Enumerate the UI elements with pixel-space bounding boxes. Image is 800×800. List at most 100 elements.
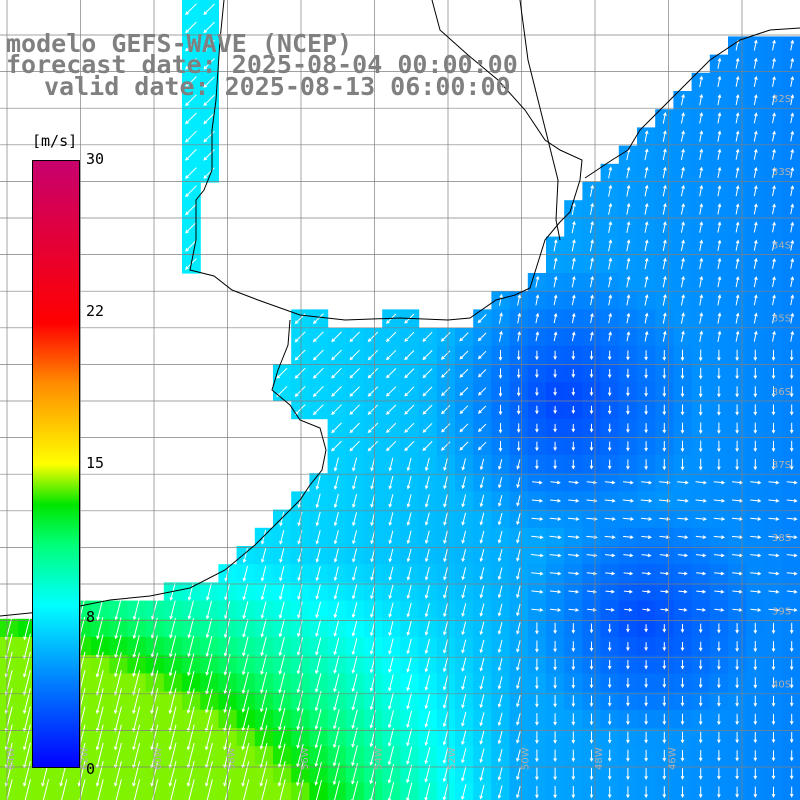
wind-arrow (333, 655, 340, 674)
wind-arrow (516, 368, 521, 379)
wind-arrow (772, 39, 776, 51)
wind-arrow (735, 330, 740, 342)
wind-arrow (698, 750, 703, 762)
wind-arrow (297, 601, 303, 619)
wind-arrow (735, 695, 739, 707)
wind-arrow (204, 761, 213, 787)
wind-arrow (242, 601, 249, 620)
wind-arrow (441, 405, 451, 415)
wind-arrow (351, 691, 358, 711)
wind-arrow (294, 404, 306, 416)
wind-arrow (531, 608, 544, 612)
wind-arrow (479, 639, 485, 654)
wind-arrow (713, 480, 726, 485)
longitude-label: 60W (153, 747, 164, 770)
wind-arrow (442, 765, 449, 783)
wind-arrow (549, 535, 562, 540)
wind-arrow (387, 710, 394, 729)
wind-arrow (22, 742, 31, 769)
wind-arrow (571, 275, 576, 288)
wind-arrow (772, 185, 776, 197)
wind-arrow (717, 750, 721, 762)
wind-arrow (790, 94, 795, 106)
wind-arrow (768, 535, 780, 540)
wind-arrow (132, 742, 141, 769)
wind-arrow (644, 749, 648, 762)
wind-arrow (735, 677, 739, 689)
wind-arrow (753, 440, 758, 453)
wind-arrow (680, 294, 685, 306)
wind-arrow (443, 494, 448, 508)
wind-arrow (516, 423, 521, 434)
wind-arrow (498, 350, 503, 361)
wind-arrow (698, 386, 703, 398)
wind-arrow (571, 387, 576, 396)
wind-arrow (150, 742, 159, 769)
wind-arrow (331, 367, 342, 379)
wind-arrow (388, 692, 394, 710)
wind-arrow (698, 768, 703, 780)
wind-arrow (698, 440, 703, 453)
wind-arrow (698, 641, 703, 652)
wind-arrow (186, 742, 195, 769)
wind-arrow (203, 3, 215, 16)
wind-arrow (535, 369, 539, 379)
wind-arrow (789, 732, 794, 744)
wind-arrow (185, 130, 197, 143)
wind-arrow (497, 785, 503, 800)
wind-arrow (608, 184, 613, 197)
wind-arrow (589, 641, 594, 652)
wind-arrow (349, 422, 360, 434)
wind-arrow (786, 589, 798, 594)
wind-arrow (424, 693, 431, 710)
wind-arrow (772, 203, 776, 215)
wind-arrow (422, 331, 433, 342)
wind-arrow (605, 589, 615, 594)
wind-arrow (768, 517, 780, 521)
wind-arrow (658, 498, 671, 503)
wind-arrow (404, 386, 415, 397)
wind-arrow (753, 94, 758, 106)
wind-arrow (717, 731, 721, 744)
wind-arrow (659, 517, 671, 521)
wind-arrow (680, 130, 685, 142)
wind-arrow (608, 312, 612, 324)
wind-arrow (753, 386, 758, 398)
wind-arrow (477, 369, 487, 378)
wind-arrow (315, 655, 322, 675)
wind-arrow (132, 688, 141, 715)
wind-arrow (717, 440, 721, 453)
wind-arrow (699, 275, 704, 288)
wind-arrow (571, 441, 576, 452)
wind-arrow (516, 387, 521, 397)
wind-arrow (753, 239, 758, 251)
wind-arrow (753, 112, 758, 124)
wind-arrow (312, 386, 324, 397)
wind-arrow (406, 548, 412, 563)
coastline (189, 0, 583, 321)
longitude-label: 58W (227, 747, 238, 770)
wind-arrow (477, 314, 487, 324)
wind-arrow (22, 651, 31, 678)
wind-arrow (626, 768, 630, 781)
wind-arrow (535, 423, 539, 433)
forecast-date: forecast date: 2025-08-04 00:00:00 (6, 50, 518, 79)
wind-arrow (644, 368, 648, 379)
wind-arrow (516, 477, 521, 489)
wind-arrow (516, 441, 521, 452)
wind-arrow (113, 761, 122, 787)
wind-arrow (644, 166, 649, 179)
wind-arrow (626, 331, 631, 342)
wind-arrow (461, 675, 467, 691)
wind-arrow (535, 713, 539, 726)
wind-arrow (771, 786, 776, 798)
wind-arrow (717, 184, 722, 197)
wind-arrow (296, 761, 304, 787)
wind-arrow (717, 422, 721, 434)
latitude-label: 40S (772, 680, 791, 691)
wind-arrow (424, 457, 430, 472)
wind-arrow (644, 148, 649, 161)
wind-arrow (442, 693, 449, 709)
wind-arrow (607, 387, 612, 397)
